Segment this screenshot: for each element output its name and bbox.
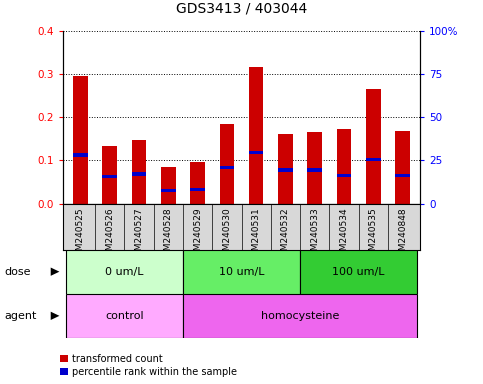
Text: GDS3413 / 403044: GDS3413 / 403044 (176, 2, 307, 15)
Polygon shape (51, 268, 59, 276)
Bar (307, 168, 322, 172)
Bar (161, 189, 176, 192)
Bar (278, 134, 293, 204)
Polygon shape (51, 312, 59, 320)
Legend: transformed count, percentile rank within the sample: transformed count, percentile rank withi… (58, 353, 239, 379)
Text: 100 um/L: 100 um/L (332, 266, 385, 277)
Text: GSM240531: GSM240531 (252, 207, 261, 262)
Bar (161, 167, 176, 204)
Text: GSM240532: GSM240532 (281, 207, 290, 262)
Bar (183, 250, 300, 294)
Bar (220, 124, 234, 204)
Text: homocysteine: homocysteine (261, 311, 339, 321)
Text: GSM240848: GSM240848 (398, 207, 407, 262)
Bar (66, 250, 183, 294)
Text: GSM240526: GSM240526 (105, 207, 114, 262)
Bar (73, 76, 88, 204)
Bar (249, 66, 263, 204)
Text: 10 um/L: 10 um/L (219, 266, 264, 277)
Text: control: control (105, 311, 143, 321)
Bar (220, 166, 234, 169)
Text: agent: agent (5, 311, 37, 321)
Text: GSM240529: GSM240529 (193, 207, 202, 262)
Bar (300, 250, 417, 294)
Bar (395, 131, 410, 204)
Bar (102, 175, 117, 178)
Text: GSM240530: GSM240530 (222, 207, 231, 262)
Text: GSM240533: GSM240533 (310, 207, 319, 262)
Bar (102, 146, 117, 204)
Bar (366, 89, 381, 204)
Text: GSM240525: GSM240525 (76, 207, 85, 262)
Text: dose: dose (5, 266, 31, 277)
Bar (132, 140, 146, 204)
Bar (278, 168, 293, 172)
Bar (183, 294, 417, 338)
Bar (190, 162, 205, 204)
Bar (395, 174, 410, 177)
Bar (337, 129, 351, 204)
Bar (66, 294, 183, 338)
Bar (190, 187, 205, 191)
Text: 0 um/L: 0 um/L (105, 266, 143, 277)
Bar (307, 132, 322, 204)
Text: GSM240528: GSM240528 (164, 207, 173, 262)
Bar (73, 154, 88, 157)
Text: GSM240535: GSM240535 (369, 207, 378, 262)
Text: GSM240534: GSM240534 (340, 207, 349, 262)
Bar (337, 174, 351, 177)
Bar (366, 158, 381, 161)
Text: GSM240527: GSM240527 (134, 207, 143, 262)
Bar (249, 151, 263, 154)
Bar (132, 172, 146, 176)
